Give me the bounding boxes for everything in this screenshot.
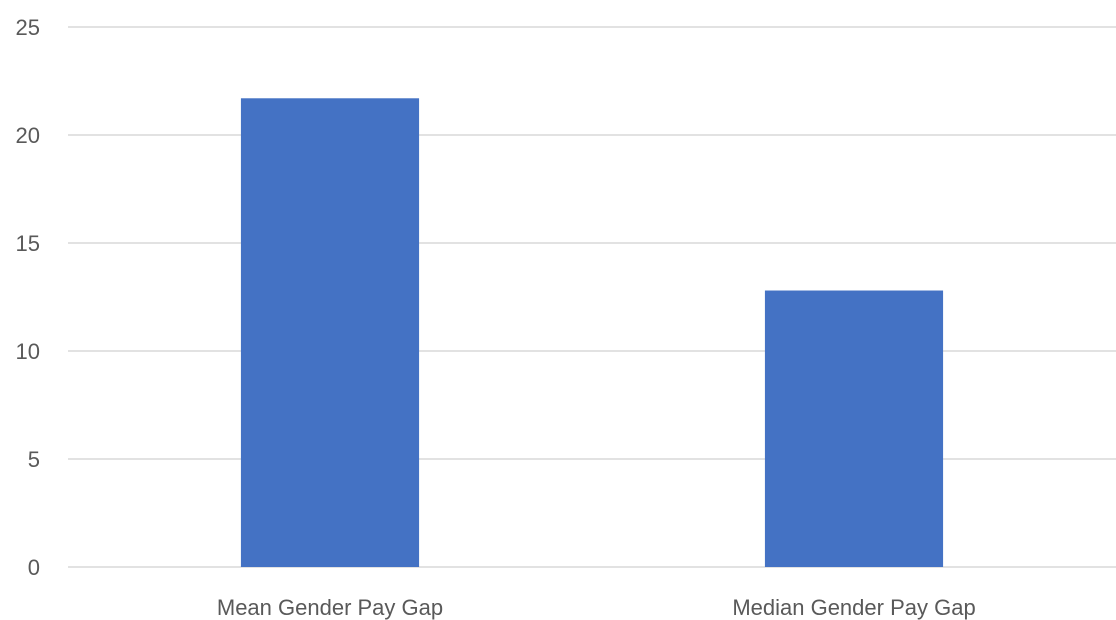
bar-median-gender-pay-gap xyxy=(764,290,944,567)
y-axis-ticks: 0 5 10 15 20 25 xyxy=(16,15,40,580)
x-axis-labels: Mean Gender Pay Gap Median Gender Pay Gap xyxy=(217,595,976,620)
y-tick-label-5: 5 xyxy=(28,447,40,472)
bars xyxy=(240,98,944,567)
gridlines xyxy=(68,26,1116,568)
y-tick-label-25: 25 xyxy=(16,15,40,40)
y-tick-label-20: 20 xyxy=(16,123,40,148)
y-tick-label-10: 10 xyxy=(16,339,40,364)
y-tick-label-15: 15 xyxy=(16,231,40,256)
y-tick-label-0: 0 xyxy=(28,555,40,580)
x-category-label-2: Median Gender Pay Gap xyxy=(732,595,975,620)
bar-mean-gender-pay-gap xyxy=(240,98,420,567)
x-category-label-1: Mean Gender Pay Gap xyxy=(217,595,443,620)
